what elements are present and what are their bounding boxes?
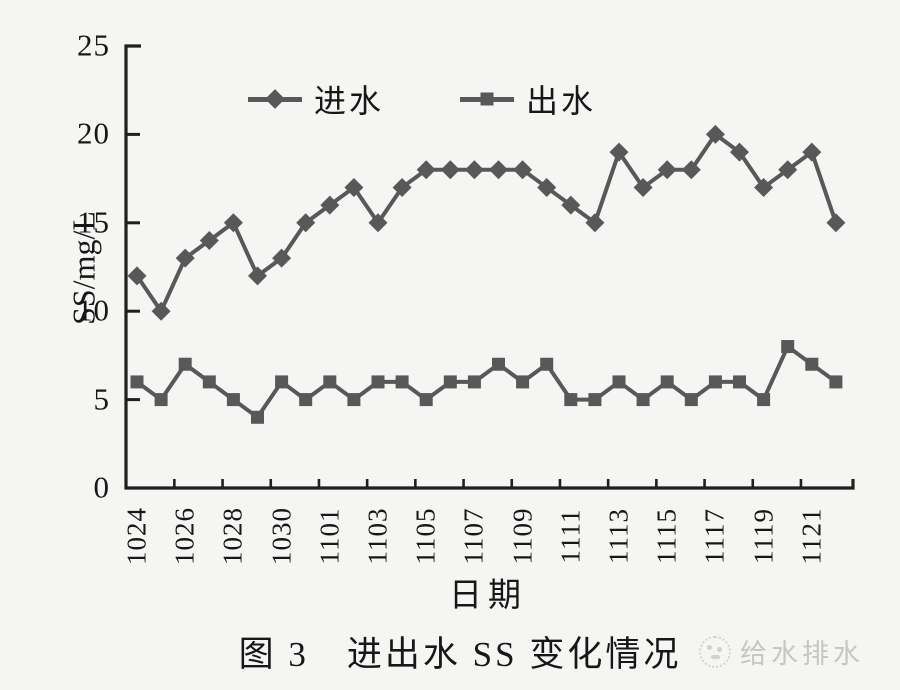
watermark-text: 给水排水	[740, 639, 864, 669]
data-point-diamond-influent	[392, 177, 412, 197]
data-point-diamond-influent	[464, 160, 484, 180]
y-tick-label: 10	[77, 292, 110, 328]
x-tick-label: 1109	[507, 507, 538, 565]
data-point-square-effluent	[154, 393, 168, 407]
data-point-square-effluent	[612, 375, 626, 389]
data-point-square-effluent	[564, 393, 578, 407]
x-tick-label: 1026	[169, 507, 200, 565]
x-tick-label: 1121	[796, 507, 827, 565]
x-tick-label: 1119	[748, 508, 779, 564]
x-tick-label: 1115	[651, 508, 682, 564]
data-point-square-effluent	[130, 375, 144, 389]
data-point-square-effluent	[757, 393, 771, 407]
effluent-line-marker-icon	[460, 92, 515, 106]
data-point-diamond-influent	[440, 160, 460, 180]
x-tick-label: 1105	[410, 507, 441, 565]
data-point-square-effluent	[395, 375, 409, 389]
data-point-square-effluent	[251, 410, 264, 424]
data-point-square-effluent	[660, 375, 674, 389]
data-point-square-effluent	[805, 357, 819, 371]
data-point-square-effluent	[588, 393, 602, 407]
data-point-square-effluent	[226, 393, 240, 407]
data-point-square-effluent	[540, 357, 554, 371]
data-point-square-effluent	[371, 375, 385, 389]
data-point-diamond-influent	[754, 177, 774, 197]
legend-label-influent: 进水	[314, 83, 385, 119]
x-tick-label: 1028	[217, 507, 248, 565]
legend-label-effluent: 出水	[526, 83, 597, 119]
data-point-square-effluent	[178, 357, 192, 371]
data-point-square-effluent	[636, 393, 650, 407]
data-point-diamond-influent	[633, 177, 653, 197]
data-point-diamond-influent	[272, 248, 292, 268]
y-tick-label: 0	[93, 469, 110, 505]
data-point-square-effluent	[467, 375, 481, 389]
data-point-diamond-influent	[199, 230, 219, 250]
data-point-diamond-influent	[778, 160, 798, 180]
y-axis-title: SS/mg/L	[65, 211, 102, 325]
data-point-diamond-influent	[344, 177, 364, 197]
data-point-diamond-influent	[489, 160, 508, 180]
x-tick-label: 1101	[314, 507, 345, 565]
data-point-diamond-influent	[730, 142, 749, 162]
x-tick-label: 1103	[362, 507, 393, 565]
data-point-diamond-influent	[561, 195, 581, 215]
data-point-square-effluent	[323, 375, 337, 389]
watermark: 给水排水	[699, 632, 864, 671]
data-point-diamond-influent	[657, 160, 677, 180]
x-tick-label: 1113	[603, 508, 634, 564]
data-point-square-effluent	[733, 375, 746, 389]
data-point-diamond-influent	[681, 160, 701, 180]
data-point-diamond-influent	[127, 266, 147, 286]
data-point-diamond-influent	[513, 160, 533, 180]
data-point-diamond-influent	[416, 160, 436, 180]
data-point-diamond-influent	[609, 142, 629, 162]
data-point-square-effluent	[829, 375, 843, 389]
y-tick-label: 5	[93, 380, 110, 416]
axes	[124, 44, 855, 490]
data-point-diamond-influent	[320, 195, 340, 215]
data-point-diamond-influent	[296, 213, 316, 233]
legend-item-effluent: 出水	[460, 76, 596, 122]
data-point-diamond-influent	[826, 213, 846, 233]
data-point-square-effluent	[684, 393, 698, 407]
influent-line-marker-icon	[248, 89, 302, 109]
data-point-diamond-influent	[802, 142, 822, 162]
legend-item-influent: 进水	[248, 76, 384, 122]
data-point-square-effluent	[275, 375, 289, 389]
watermark-logo-icon	[699, 635, 731, 668]
data-point-square-effluent	[347, 393, 361, 407]
data-point-square-effluent	[202, 375, 216, 389]
y-tick-label: 15	[77, 204, 110, 240]
data-point-diamond-influent	[223, 213, 243, 233]
data-point-square-effluent	[419, 393, 433, 407]
data-point-diamond-influent	[248, 266, 267, 286]
y-tick-label: 20	[77, 115, 110, 151]
chart-legend: 进水 出水	[248, 76, 596, 122]
y-tick-label: 25	[77, 27, 110, 63]
data-point-diamond-influent	[175, 248, 195, 268]
x-axis-title: 日期	[449, 578, 527, 614]
data-point-diamond-influent	[537, 177, 557, 197]
data-point-square-effluent	[492, 357, 505, 371]
data-point-diamond-influent	[705, 124, 725, 144]
data-point-diamond-influent	[585, 213, 605, 233]
data-point-square-effluent	[708, 375, 722, 389]
data-point-square-effluent	[781, 340, 795, 354]
data-point-square-effluent	[516, 375, 530, 389]
series-line-effluent	[135, 344, 838, 420]
data-point-square-effluent	[299, 393, 313, 407]
x-tick-label: 1111	[555, 508, 586, 564]
data-point-square-effluent	[443, 375, 457, 389]
data-point-diamond-influent	[368, 213, 388, 233]
x-tick-label: 1024	[121, 507, 152, 565]
x-tick-label: 1030	[266, 507, 297, 565]
x-tick-label: 1107	[458, 507, 489, 565]
x-tick-label: 1117	[699, 508, 730, 564]
figure-caption: 图 3 进出水 SS 变化情况	[238, 635, 682, 674]
data-point-diamond-influent	[151, 301, 171, 321]
